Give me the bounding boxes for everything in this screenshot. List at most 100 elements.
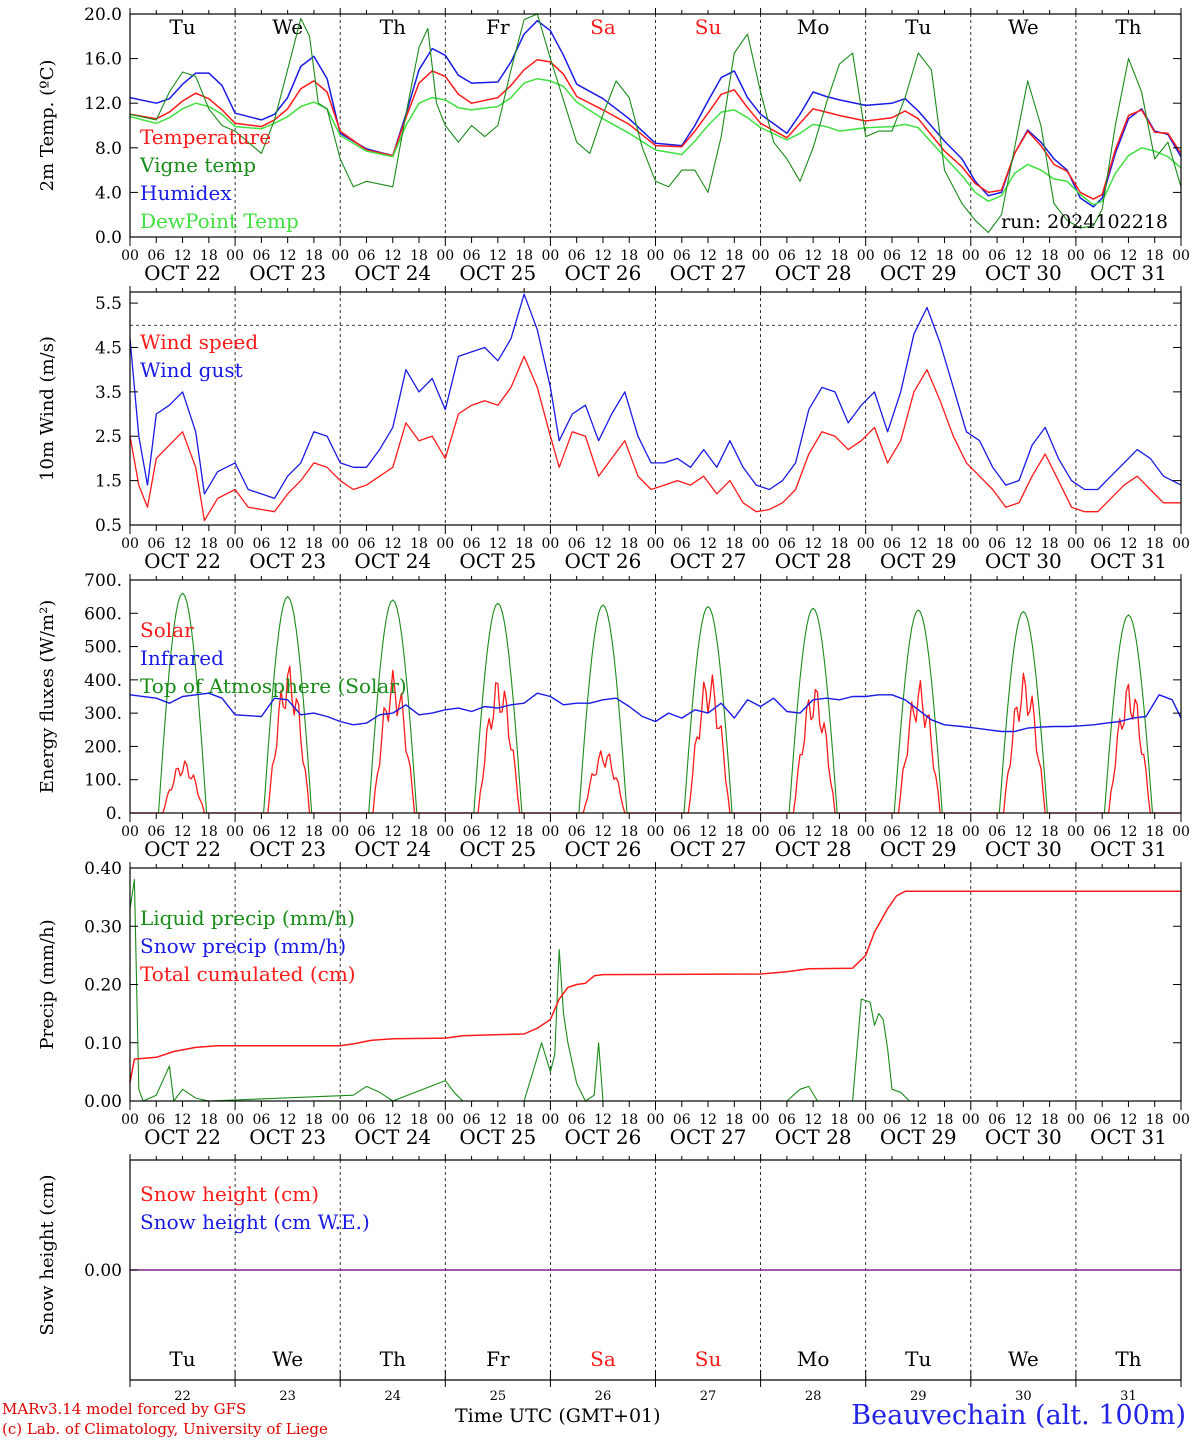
date-label: OCT 28 bbox=[775, 837, 852, 861]
hour-tick-label: 12 bbox=[1014, 824, 1032, 840]
hour-tick-label: 00 bbox=[752, 248, 770, 264]
hour-tick-label: 18 bbox=[1041, 248, 1059, 264]
hour-tick-label: 06 bbox=[883, 536, 901, 552]
legend-entry: Infrared bbox=[140, 646, 224, 670]
hour-tick-label: 06 bbox=[1093, 1112, 1111, 1128]
y-tick-label: 400. bbox=[84, 671, 122, 691]
date-label: OCT 23 bbox=[249, 1125, 326, 1149]
hour-tick-label: 06 bbox=[463, 824, 481, 840]
legend-entry: Top of Atmosphere (Solar) bbox=[140, 674, 407, 698]
y-tick-label: 1.5 bbox=[95, 472, 122, 492]
y-tick-label: 300. bbox=[84, 704, 122, 724]
hour-tick-label: 18 bbox=[936, 824, 954, 840]
date-label: OCT 29 bbox=[880, 549, 957, 573]
weekday-label: Tu bbox=[905, 15, 931, 39]
y-tick-label: 200. bbox=[84, 737, 122, 757]
hour-tick-label: 00 bbox=[857, 536, 875, 552]
hour-tick-label: 00 bbox=[1067, 248, 1085, 264]
hour-tick-label: 06 bbox=[778, 536, 796, 552]
hour-tick-label: 18 bbox=[410, 1112, 428, 1128]
y-tick-label: 0.30 bbox=[84, 917, 122, 937]
hour-tick-label: 18 bbox=[831, 536, 849, 552]
y-tick-label: 0. bbox=[106, 804, 122, 824]
hour-tick-label: 12 bbox=[909, 824, 927, 840]
hour-tick-label: 00 bbox=[647, 824, 665, 840]
hour-tick-label: 18 bbox=[305, 824, 323, 840]
hour-tick-label: 00 bbox=[541, 248, 559, 264]
hour-tick-label: 00 bbox=[752, 1112, 770, 1128]
legend-entry: Snow precip (mm/h) bbox=[140, 934, 346, 958]
hour-tick-label: 18 bbox=[1041, 536, 1059, 552]
hour-tick-label: 06 bbox=[568, 248, 586, 264]
hour-tick-label: 12 bbox=[699, 824, 717, 840]
legend-entry: Temperature bbox=[140, 125, 271, 149]
hour-tick-label: 12 bbox=[174, 536, 192, 552]
day-number-label: 27 bbox=[700, 1389, 717, 1404]
hour-tick-label: 00 bbox=[121, 824, 139, 840]
hour-tick-label: 06 bbox=[568, 1112, 586, 1128]
hour-tick-label: 06 bbox=[358, 1112, 376, 1128]
hour-tick-label: 00 bbox=[857, 824, 875, 840]
hour-tick-label: 18 bbox=[831, 824, 849, 840]
y-tick-label: 0.00 bbox=[84, 1092, 122, 1112]
hour-tick-label: 18 bbox=[410, 824, 428, 840]
hour-tick-label: 12 bbox=[174, 248, 192, 264]
hour-tick-label: 18 bbox=[620, 1112, 638, 1128]
hour-tick-label: 06 bbox=[252, 536, 270, 552]
date-label: OCT 23 bbox=[249, 837, 326, 861]
hour-tick-label: 12 bbox=[699, 536, 717, 552]
hour-tick-label: 12 bbox=[1120, 248, 1138, 264]
date-label: OCT 28 bbox=[775, 549, 852, 573]
hour-tick-label: 18 bbox=[1146, 1112, 1164, 1128]
date-label: OCT 22 bbox=[144, 837, 221, 861]
hour-tick-label: 00 bbox=[541, 824, 559, 840]
date-label: OCT 27 bbox=[670, 1125, 747, 1149]
date-label: OCT 22 bbox=[144, 261, 221, 285]
weekday-label: Fr bbox=[486, 1347, 510, 1371]
date-label: OCT 31 bbox=[1090, 837, 1167, 861]
hour-tick-label: 18 bbox=[305, 1112, 323, 1128]
y-tick-label: 4.5 bbox=[95, 338, 122, 358]
hour-tick-label: 00 bbox=[121, 248, 139, 264]
hour-tick-label: 00 bbox=[226, 824, 244, 840]
hour-tick-label: 06 bbox=[988, 1112, 1006, 1128]
date-label: OCT 24 bbox=[354, 1125, 431, 1149]
date-label: OCT 29 bbox=[880, 837, 957, 861]
lab-credit: (c) Lab. of Climatology, University of L… bbox=[2, 1420, 328, 1438]
hour-tick-label: 00 bbox=[1172, 1112, 1190, 1128]
hour-tick-label: 00 bbox=[226, 536, 244, 552]
date-label: OCT 26 bbox=[565, 1125, 642, 1149]
hour-tick-label: 06 bbox=[988, 248, 1006, 264]
hour-tick-label: 12 bbox=[1120, 536, 1138, 552]
hour-tick-label: 06 bbox=[252, 1112, 270, 1128]
hour-tick-label: 00 bbox=[331, 1112, 349, 1128]
hour-tick-label: 12 bbox=[279, 824, 297, 840]
hour-tick-label: 06 bbox=[463, 536, 481, 552]
date-label: OCT 26 bbox=[565, 261, 642, 285]
hour-tick-label: 18 bbox=[410, 536, 428, 552]
weekday-label: We bbox=[272, 1347, 303, 1371]
y-tick-label: 2.5 bbox=[95, 427, 122, 447]
y-tick-label: 20.0 bbox=[84, 5, 122, 25]
day-number-label: 25 bbox=[490, 1389, 507, 1404]
hour-tick-label: 18 bbox=[936, 536, 954, 552]
weekday-label: Mo bbox=[797, 15, 830, 39]
y-tick-label: 500. bbox=[84, 638, 122, 658]
day-number-label: 30 bbox=[1015, 1389, 1032, 1404]
date-label: OCT 23 bbox=[249, 549, 326, 573]
hour-tick-label: 06 bbox=[673, 248, 691, 264]
date-label: OCT 27 bbox=[670, 261, 747, 285]
hour-tick-label: 12 bbox=[489, 248, 507, 264]
hour-tick-label: 00 bbox=[436, 248, 454, 264]
hour-tick-label: 18 bbox=[620, 824, 638, 840]
hour-tick-label: 12 bbox=[384, 1112, 402, 1128]
hour-tick-label: 18 bbox=[305, 248, 323, 264]
date-label: OCT 24 bbox=[354, 261, 431, 285]
hour-tick-label: 06 bbox=[673, 1112, 691, 1128]
precip-series-line bbox=[129, 890, 1181, 1083]
legend-entry: Vigne temp bbox=[139, 153, 256, 177]
hour-tick-label: 12 bbox=[174, 1112, 192, 1128]
date-label: OCT 27 bbox=[670, 837, 747, 861]
precip-series-line bbox=[129, 879, 910, 1102]
y-tick-label: 100. bbox=[84, 771, 122, 791]
